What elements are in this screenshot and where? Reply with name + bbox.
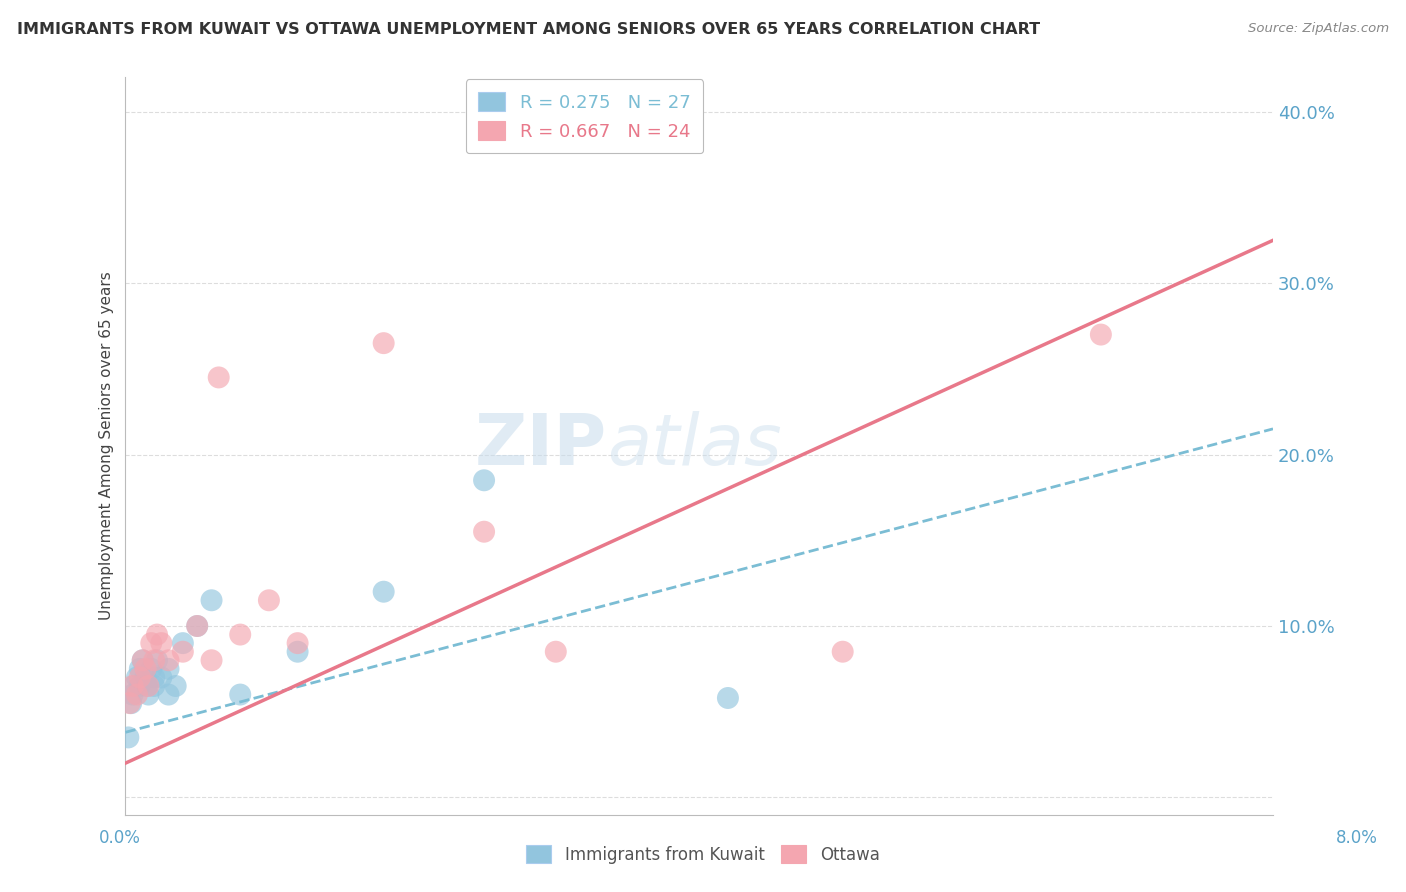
Point [136,679,159,693]
Point [150,636,173,650]
Point [128,670,150,684]
Point [131,653,153,667]
Point [150,670,173,684]
Point [141,662,163,676]
Point [141,636,163,650]
Point [128,662,150,676]
Point [287,636,309,650]
Point [135,670,157,684]
Point [472,473,495,487]
Point [117,731,139,745]
Point [120,696,142,710]
Point [200,653,222,667]
Point [257,593,280,607]
Point [172,636,194,650]
Point [200,593,222,607]
Point [118,696,141,710]
Point [135,662,157,676]
Point [121,688,143,702]
Point [128,679,150,693]
Text: ZIP: ZIP [475,411,607,481]
Point [229,688,252,702]
Point [186,619,208,633]
Point [131,653,153,667]
Point [143,679,166,693]
Point [373,336,395,351]
Point [121,679,143,693]
Y-axis label: Unemployment Among Seniors over 65 years: Unemployment Among Seniors over 65 years [100,272,114,620]
Point [157,653,180,667]
Point [208,370,231,384]
Point [157,688,180,702]
Point [172,645,194,659]
Point [186,619,208,633]
Point [146,627,169,641]
Point [125,688,148,702]
Point [165,679,187,693]
Point [138,679,160,693]
Legend: Immigrants from Kuwait, Ottawa: Immigrants from Kuwait, Ottawa [520,838,886,871]
Text: Source: ZipAtlas.com: Source: ZipAtlas.com [1249,22,1389,36]
Point [287,645,309,659]
Point [1090,327,1112,342]
Point [544,645,567,659]
Point [125,670,148,684]
Point [138,688,160,702]
Text: 0.0%: 0.0% [98,829,141,847]
Text: 8.0%: 8.0% [1336,829,1378,847]
Point [157,662,180,676]
Point [143,653,166,667]
Point [472,524,495,539]
Point [122,679,145,693]
Text: atlas: atlas [607,411,782,481]
Point [373,584,395,599]
Point [146,653,169,667]
Text: IMMIGRANTS FROM KUWAIT VS OTTAWA UNEMPLOYMENT AMONG SENIORS OVER 65 YEARS CORREL: IMMIGRANTS FROM KUWAIT VS OTTAWA UNEMPLO… [17,22,1040,37]
Point [717,691,740,706]
Point [143,670,166,684]
Point [229,627,252,641]
Legend: R = 0.275   N = 27, R = 0.667   N = 24: R = 0.275 N = 27, R = 0.667 N = 24 [465,79,703,153]
Point [831,645,853,659]
